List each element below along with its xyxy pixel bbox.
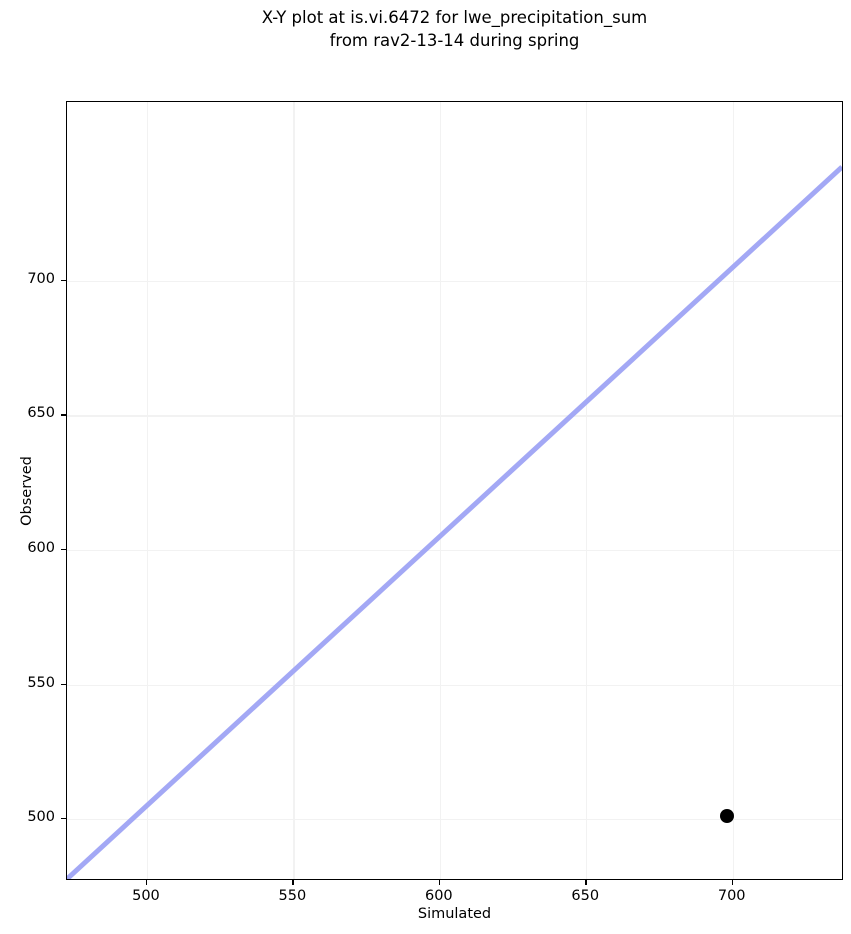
- gridline-vertical: [439, 102, 442, 879]
- data-point: [719, 809, 734, 824]
- y-tick-mark: [61, 279, 66, 282]
- gridline-horizontal: [67, 415, 842, 417]
- gridline-vertical: [586, 102, 588, 879]
- x-tick-label: 700: [717, 888, 746, 904]
- plot-area: [66, 101, 843, 880]
- y-tick-label: 700: [27, 270, 55, 287]
- chart-title-line-1: X-Y plot at is.vi.6472 for lwe_precipita…: [261, 8, 648, 27]
- gridline-vertical: [293, 102, 295, 879]
- y-tick-mark: [61, 414, 66, 416]
- gridline-horizontal: [67, 819, 842, 821]
- one-to-one-line: [67, 165, 842, 879]
- gridline-horizontal: [67, 684, 842, 686]
- gridline-horizontal: [67, 550, 842, 552]
- chart-title-line-2: from rav2-13-14 during spring: [329, 31, 580, 50]
- y-tick-label: 600: [27, 540, 55, 557]
- chart-title: X-Y plot at is.vi.6472 for lwe_precipita…: [66, 6, 843, 52]
- y-tick-label: 500: [27, 809, 55, 826]
- gridline-vertical: [732, 102, 734, 879]
- y-tick-label: 550: [27, 674, 55, 691]
- x-tick-mark: [585, 880, 587, 885]
- x-tick-mark: [731, 880, 733, 885]
- gridline-horizontal: [67, 280, 842, 283]
- x-tick-mark: [438, 880, 441, 885]
- x-tick-mark: [145, 880, 148, 885]
- x-tick-label: 600: [424, 888, 453, 904]
- x-tick-label: 550: [278, 888, 307, 904]
- x-tick-label: 500: [132, 888, 160, 904]
- x-tick-label: 650: [571, 888, 600, 904]
- y-tick-mark: [61, 549, 66, 551]
- gridline-vertical: [146, 102, 149, 879]
- y-tick-label: 650: [27, 405, 55, 422]
- y-tick-mark: [61, 683, 66, 685]
- y-axis-label: Observed: [19, 456, 35, 526]
- y-tick-mark: [61, 818, 66, 820]
- x-tick-mark: [292, 880, 294, 885]
- x-axis-label: Simulated: [417, 906, 492, 922]
